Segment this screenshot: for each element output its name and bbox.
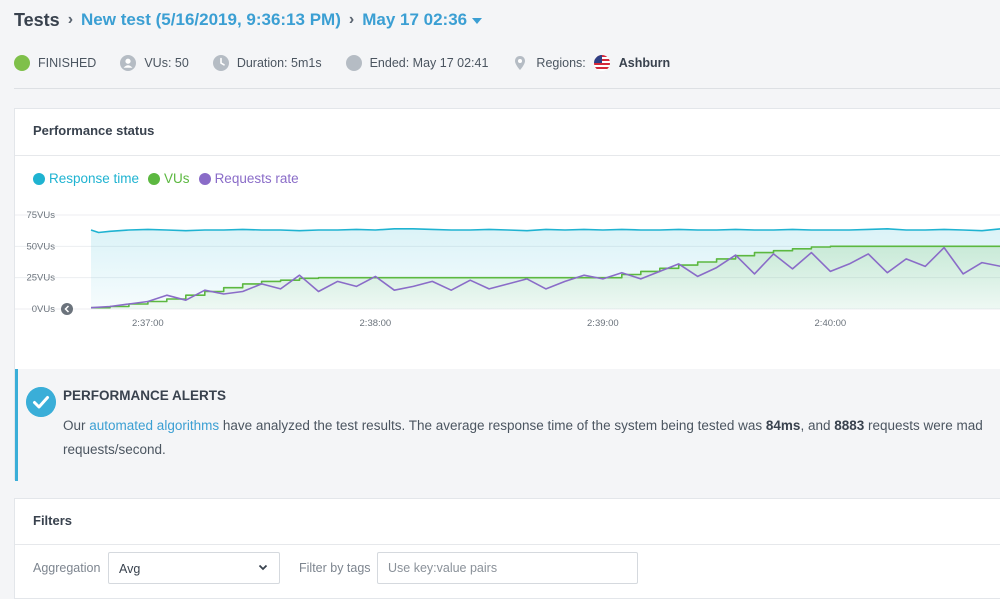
y-tick-label: 50VUs [26, 241, 55, 252]
alert-text: have analyzed the test results. The aver… [219, 418, 766, 433]
alert-title: PERFORMANCE ALERTS [63, 388, 227, 403]
automated-algorithms-link[interactable]: automated algorithms [89, 418, 220, 433]
series-area-vus [91, 246, 1000, 309]
aggregation-value: Avg [119, 562, 141, 576]
region-name[interactable]: Ashburn [618, 56, 671, 70]
series-line-requests-rate [90, 246, 1000, 309]
breadcrumb: Tests › New test (5/16/2019, 9:36:13 PM)… [14, 8, 483, 32]
run-selector[interactable]: May 17 02:36 [362, 10, 483, 30]
performance-alert: PERFORMANCE ALERTS Our automated algorit… [15, 369, 1000, 481]
clock-icon [212, 55, 229, 71]
chevron-right-icon: › [348, 11, 355, 28]
y-tick-label: 25VUs [26, 273, 55, 284]
legend-label: Response time [49, 171, 140, 186]
aggregation-label: Aggregation [33, 561, 101, 575]
avg-response-value: 84ms [765, 418, 801, 433]
legend-dot-icon [198, 172, 211, 185]
legend-dot-icon [148, 172, 161, 185]
filter-by-tags-label: Filter by tags [299, 561, 371, 575]
x-tick-label: 2:38:00 [360, 318, 392, 329]
panel-title: Performance status [33, 123, 155, 138]
legend-label: Requests rate [214, 171, 299, 186]
regions-label: Regions: [536, 56, 586, 70]
alert-body: Our automated algorithms have analyzed t… [63, 414, 1000, 462]
ended-label: Ended: May 17 02:41 [369, 56, 489, 70]
aggregation-select[interactable]: Avg [108, 552, 280, 584]
status-vus: VUs: 50 [120, 55, 189, 71]
ended-icon [345, 55, 362, 71]
legend-item-response-time[interactable]: Response time [33, 171, 139, 186]
divider [15, 155, 1000, 156]
us-flag-icon [593, 55, 610, 71]
breadcrumb-test-link[interactable]: New test (5/16/2019, 9:36:13 PM) [81, 10, 341, 29]
alert-text: requests were mad [864, 418, 983, 433]
x-tick-label: 2:39:00 [587, 318, 619, 329]
vus-label: VUs: 50 [144, 56, 189, 70]
status-regions: Regions: Ashburn [512, 55, 670, 71]
legend-dot-icon [33, 172, 45, 185]
status-finished: FINISHED [14, 55, 96, 71]
breadcrumb-tests-link[interactable]: Tests [14, 9, 60, 30]
alert-text-line2: requests/second. [63, 442, 166, 457]
alert-text: , and [800, 418, 835, 433]
location-pin-icon [515, 56, 526, 70]
alert-text: Our [63, 418, 90, 433]
requests-value: 8883 [834, 418, 865, 433]
divider [14, 88, 1000, 89]
status-duration: Duration: 5m1s [212, 55, 322, 71]
x-tick-label: 2:37:00 [132, 318, 164, 329]
chevron-right-icon: › [67, 11, 74, 28]
performance-chart: 75VUs 50VUs 25VUs 0VUs 2:37:00 2:38:00 2:39:00… [15, 210, 1000, 329]
chevron-down-icon [258, 564, 268, 571]
series-line-vus [91, 245, 1000, 309]
y-tick-label: 0VUs [32, 304, 55, 315]
user-icon [120, 55, 137, 71]
x-tick-label: 2:40:00 [815, 318, 847, 329]
legend-label: VUs [164, 171, 190, 186]
filters-panel: Filters Aggregation Avg Filter by tags [14, 498, 1000, 599]
test-status-bar: FINISHED VUs: 50 Duration: 5m1s Ended: M… [14, 54, 694, 72]
duration-label: Duration: 5m1s [236, 56, 322, 70]
legend-item-requests-rate[interactable]: Requests rate [198, 171, 299, 186]
run-selector-label: May 17 02:36 [362, 10, 468, 29]
check-circle-icon [26, 387, 56, 417]
status-dot-icon [14, 55, 30, 71]
caret-down-icon [472, 17, 483, 24]
chart-legend: Response time VUs Requests rate [33, 171, 308, 186]
series-line-response-time [90, 228, 1000, 234]
status-ended: Ended: May 17 02:41 [345, 55, 489, 71]
status-label: FINISHED [38, 56, 97, 70]
tags-filter-input[interactable] [377, 552, 638, 584]
y-tick-label: 75VUs [26, 210, 55, 221]
legend-item-vus[interactable]: VUs [148, 171, 190, 186]
divider [15, 544, 1000, 545]
panel-title: Filters [33, 513, 73, 528]
chart-scroll-left-button[interactable] [61, 303, 73, 315]
performance-status-panel: Performance status Response time VUs Req… [14, 108, 1000, 481]
